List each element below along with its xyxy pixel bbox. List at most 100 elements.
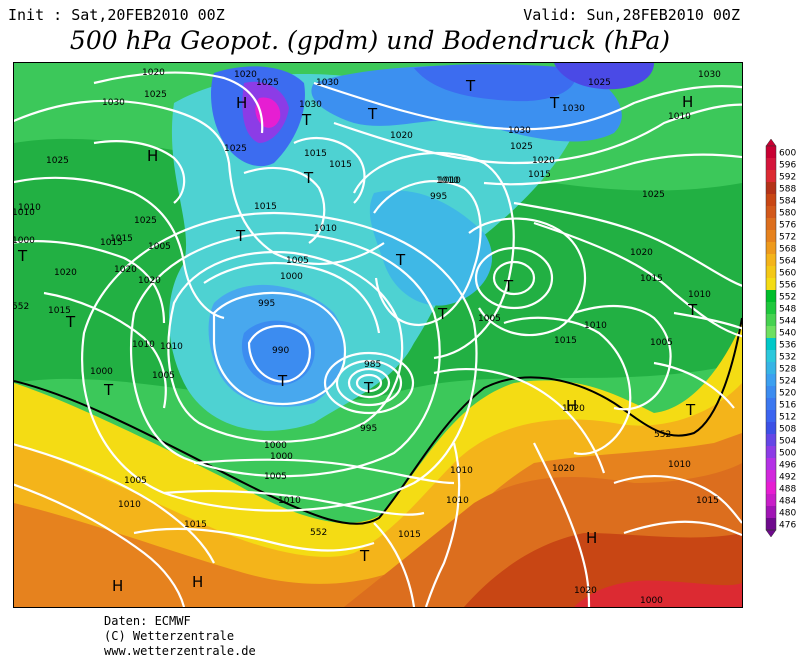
isobar-label: 1005: [124, 476, 147, 486]
isobar-label: 1025: [144, 90, 167, 100]
low-marker: T: [303, 169, 314, 187]
isobar-label: 1030: [508, 126, 531, 136]
isobar-label: 1015: [48, 306, 71, 316]
isobar-label: 1010: [18, 203, 41, 213]
isobar-label: 1020: [138, 276, 161, 286]
legend-level: 576: [779, 221, 796, 231]
legend-level: 528: [779, 365, 796, 375]
isobar-label: 1025: [256, 78, 279, 88]
legend-level: 496: [779, 461, 796, 471]
high-marker: H: [586, 529, 597, 547]
isobar-label: 1010: [314, 224, 337, 234]
low-marker: T: [301, 111, 312, 129]
legend-swatch: [766, 194, 776, 207]
isobar-label: 1025: [642, 190, 665, 200]
isobar-label: 1015: [398, 530, 421, 540]
isobar-label: 552: [654, 430, 671, 440]
legend-swatch: [766, 482, 776, 495]
low-marker: T: [277, 372, 288, 390]
legend-swatch: [766, 458, 776, 471]
isobar-label: 1010: [584, 321, 607, 331]
high-marker: H: [147, 147, 158, 165]
isobar-label: 1015: [100, 238, 123, 248]
legend-swatch: [766, 218, 776, 231]
legend-swatch: [766, 422, 776, 435]
isobar-label: 1020: [562, 404, 585, 414]
legend-level: 580: [779, 209, 796, 219]
isobar-label: 1020: [390, 131, 413, 141]
isobar-label: 1015: [696, 496, 719, 506]
legend-level: 548: [779, 305, 796, 315]
isobar-label: 1005: [148, 242, 171, 252]
legend-swatch: [766, 362, 776, 375]
legend-swatch: [766, 230, 776, 243]
legend-swatch: [766, 326, 776, 339]
isobar-label: 1020: [142, 68, 165, 78]
data-source: Daten: ECMWF: [104, 614, 191, 628]
legend-swatch: [766, 158, 776, 171]
isobar-label: 1025: [224, 144, 247, 154]
low-marker: T: [465, 77, 476, 95]
isobar-label: 1010: [438, 176, 461, 186]
isobar-label: 1005: [650, 338, 673, 348]
isobar-label: 1010: [446, 496, 469, 506]
legend-cap-top: [765, 138, 777, 147]
legend-swatch: [766, 170, 776, 183]
isobar-label: 1010: [278, 496, 301, 506]
legend-level: 520: [779, 389, 796, 399]
color-legend: 600 596 592 588 584 580 576 572 568 564 560 556 552 5…: [764, 138, 812, 538]
isobar-label: 985: [364, 360, 381, 370]
isobar-label: 1010: [688, 290, 711, 300]
isobar-label: 995: [360, 424, 377, 434]
isobar-label: 1020: [532, 156, 555, 166]
isobar-label: 1030: [102, 98, 125, 108]
isobar-label: 1010: [160, 342, 183, 352]
legend-swatch: [766, 254, 776, 267]
legend-level: 552: [779, 293, 796, 303]
isobar-label: 1015: [528, 170, 551, 180]
legend-level: 480: [779, 509, 796, 519]
isobar-label: 1030: [299, 100, 322, 110]
legend-swatch: [766, 242, 776, 255]
legend-swatch: [766, 410, 776, 423]
isobar-label: 1030: [562, 104, 585, 114]
high-marker: H: [566, 397, 577, 415]
legend-level: 560: [779, 269, 796, 279]
low-marker: T: [395, 251, 406, 269]
legend-swatch: [766, 146, 776, 159]
legend-swatch: [766, 302, 776, 315]
low-marker: T: [549, 94, 560, 112]
legend-level: 476: [779, 521, 796, 531]
legend-level: 540: [779, 329, 796, 339]
isobar-label: 1010: [436, 176, 459, 186]
isobar-label: 990: [272, 346, 289, 356]
legend-level: 556: [779, 281, 796, 291]
isobar-label: 1005: [264, 472, 287, 482]
legend-swatch: [766, 278, 776, 291]
low-marker: T: [685, 401, 696, 419]
legend-level: 484: [779, 497, 796, 507]
isobar-label: 1015: [304, 149, 327, 159]
copyright: (C) Wetterzentrale: [104, 629, 235, 643]
legend-swatch: [766, 182, 776, 195]
legend-level: 592: [779, 173, 796, 183]
isobar-labels: 1020 1025 1020 1030 1025 1030 1030 1025 …: [14, 68, 721, 606]
isobar-label: 1010: [450, 466, 473, 476]
high-marker: H: [192, 573, 203, 591]
low-marker: T: [687, 301, 698, 319]
isobar-label: 1000: [14, 236, 35, 246]
isobar-label: 1015: [329, 160, 352, 170]
isobar-label: 1030: [698, 70, 721, 80]
isobar-label: 1020: [574, 586, 597, 596]
legend-level: 504: [779, 437, 796, 447]
high-marker: H: [236, 94, 247, 112]
isobar-label: 1010: [14, 208, 35, 218]
legend-frame: [765, 145, 777, 531]
legend-level: 512: [779, 413, 796, 423]
low-marker: T: [363, 379, 374, 397]
high-marker: H: [112, 577, 123, 595]
map-title: 500 hPa Geopot. (gpdm) und Bodendruck (h…: [69, 26, 671, 55]
low-marker: T: [437, 305, 448, 323]
legend-swatch: [766, 446, 776, 459]
legend-level: 584: [779, 197, 796, 207]
